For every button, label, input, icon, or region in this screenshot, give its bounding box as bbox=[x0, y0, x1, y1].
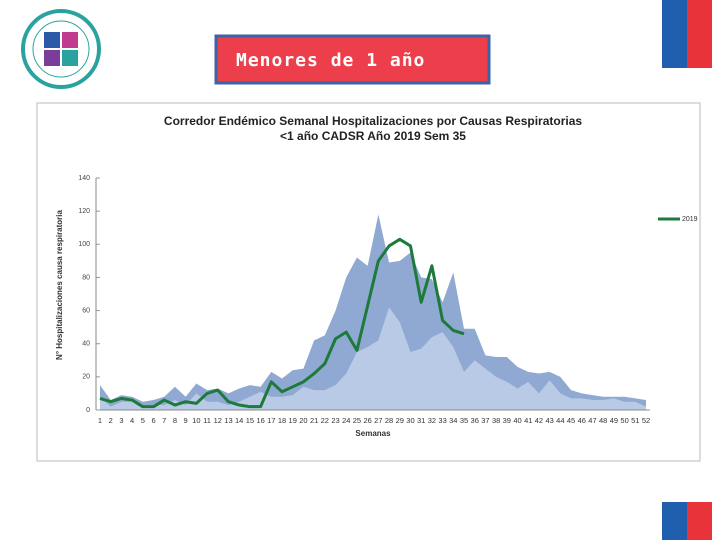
x-tick-label: 46 bbox=[578, 416, 586, 425]
chart-subtitle: <1 año CADSR Año 2019 Sem 35 bbox=[280, 129, 466, 143]
x-tick-label: 40 bbox=[513, 416, 521, 425]
x-tick-label: 4 bbox=[130, 416, 134, 425]
x-tick-label: 52 bbox=[642, 416, 650, 425]
x-tick-label: 27 bbox=[374, 416, 382, 425]
y-tick-label: 20 bbox=[82, 374, 90, 381]
x-tick-label: 18 bbox=[278, 416, 286, 425]
x-tick-label: 26 bbox=[363, 416, 371, 425]
x-tick-label: 5 bbox=[141, 416, 145, 425]
x-tick-label: 23 bbox=[331, 416, 339, 425]
x-tick-label: 17 bbox=[267, 416, 275, 425]
title-box bbox=[214, 34, 491, 85]
x-tick-label: 35 bbox=[460, 416, 468, 425]
x-tick-label: 37 bbox=[481, 416, 489, 425]
x-tick-label: 9 bbox=[184, 416, 188, 425]
x-tick-label: 20 bbox=[299, 416, 307, 425]
legend-label: 2019 bbox=[682, 216, 698, 223]
x-tick-label: 51 bbox=[631, 416, 639, 425]
logo bbox=[21, 9, 101, 89]
x-tick-label: 29 bbox=[396, 416, 404, 425]
x-tick-label: 22 bbox=[321, 416, 329, 425]
flag-red bbox=[687, 0, 712, 68]
area-series bbox=[100, 214, 646, 410]
y-tick-label: 100 bbox=[78, 241, 90, 248]
x-tick-label: 13 bbox=[224, 416, 232, 425]
x-tick-label: 16 bbox=[256, 416, 264, 425]
x-tick-label: 49 bbox=[610, 416, 618, 425]
y-tick-label: 140 bbox=[78, 175, 90, 182]
x-tick-label: 36 bbox=[471, 416, 479, 425]
x-tick-label: 39 bbox=[503, 416, 511, 425]
chart-title: Corredor Endémico Semanal Hospitalizacio… bbox=[164, 114, 582, 128]
x-tick-label: 3 bbox=[119, 416, 123, 425]
x-tick-label: 30 bbox=[406, 416, 414, 425]
flag-blue bbox=[662, 0, 687, 68]
y-axis-label: N° Hospitalizaciones causa respiratoria bbox=[55, 209, 64, 359]
x-tick-label: 15 bbox=[246, 416, 254, 425]
y-tick-label: 40 bbox=[82, 341, 90, 348]
y-tick-label: 0 bbox=[86, 407, 90, 414]
x-tick-label: 25 bbox=[353, 416, 361, 425]
x-tick-label: 34 bbox=[449, 416, 457, 425]
slide-title: Menores de 1 año bbox=[236, 50, 425, 71]
x-tick-label: 19 bbox=[289, 416, 297, 425]
x-tick-label: 8 bbox=[173, 416, 177, 425]
x-tick-label: 44 bbox=[556, 416, 564, 425]
y-tick-label: 60 bbox=[82, 307, 90, 314]
area-series bbox=[100, 307, 646, 410]
x-tick-label: 28 bbox=[385, 416, 393, 425]
x-tick-label: 50 bbox=[620, 416, 628, 425]
x-tick-label: 2 bbox=[109, 416, 113, 425]
x-tick-label: 6 bbox=[151, 416, 155, 425]
x-tick-label: 11 bbox=[203, 416, 211, 425]
line-series bbox=[99, 237, 465, 409]
x-tick-label: 43 bbox=[545, 416, 553, 425]
x-tick-label: 21 bbox=[310, 416, 318, 425]
x-tick-label: 7 bbox=[162, 416, 166, 425]
y-tick-label: 80 bbox=[82, 274, 90, 281]
x-tick-label: 1 bbox=[98, 416, 102, 425]
x-tick-label: 48 bbox=[599, 416, 607, 425]
x-tick-label: 14 bbox=[235, 416, 243, 425]
x-tick-label: 32 bbox=[428, 416, 436, 425]
x-tick-label: 24 bbox=[342, 416, 350, 425]
x-tick-label: 41 bbox=[524, 416, 532, 425]
x-tick-label: 10 bbox=[192, 416, 200, 425]
x-tick-label: 45 bbox=[567, 416, 575, 425]
flag-blue bbox=[662, 502, 687, 540]
x-tick-label: 47 bbox=[588, 416, 596, 425]
x-tick-label: 31 bbox=[417, 416, 425, 425]
flag-red bbox=[687, 502, 712, 540]
x-tick-label: 38 bbox=[492, 416, 500, 425]
x-tick-label: 12 bbox=[214, 416, 222, 425]
x-tick-label: 42 bbox=[535, 416, 543, 425]
x-tick-label: 33 bbox=[438, 416, 446, 425]
x-axis-label: Semanas bbox=[355, 429, 391, 438]
y-tick-label: 120 bbox=[78, 208, 90, 215]
